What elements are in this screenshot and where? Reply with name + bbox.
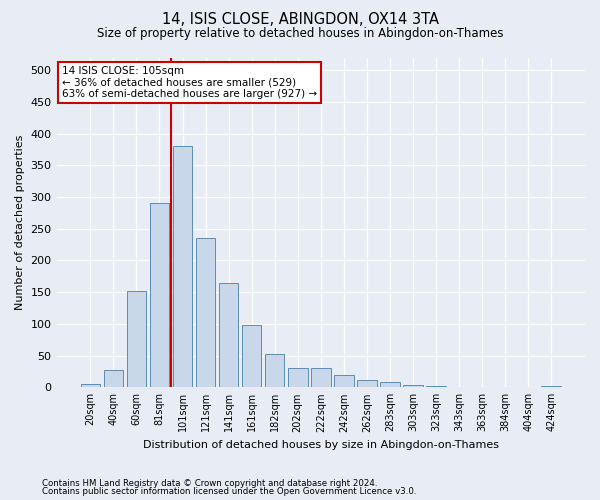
X-axis label: Distribution of detached houses by size in Abingdon-on-Thames: Distribution of detached houses by size … xyxy=(143,440,499,450)
Text: 14, ISIS CLOSE, ABINGDON, OX14 3TA: 14, ISIS CLOSE, ABINGDON, OX14 3TA xyxy=(161,12,439,28)
Bar xyxy=(426,386,446,388)
Text: Contains HM Land Registry data © Crown copyright and database right 2024.: Contains HM Land Registry data © Crown c… xyxy=(42,478,377,488)
Y-axis label: Number of detached properties: Number of detached properties xyxy=(15,134,25,310)
Bar xyxy=(380,382,400,388)
Bar xyxy=(357,380,377,388)
Bar xyxy=(288,368,308,388)
Bar xyxy=(219,282,238,388)
Bar xyxy=(80,384,100,388)
Bar xyxy=(196,238,215,388)
Bar xyxy=(265,354,284,388)
Bar xyxy=(449,386,469,388)
Bar xyxy=(334,374,353,388)
Text: Contains public sector information licensed under the Open Government Licence v3: Contains public sector information licen… xyxy=(42,488,416,496)
Bar xyxy=(541,386,561,388)
Bar xyxy=(149,204,169,388)
Bar xyxy=(104,370,123,388)
Text: 14 ISIS CLOSE: 105sqm
← 36% of detached houses are smaller (529)
63% of semi-det: 14 ISIS CLOSE: 105sqm ← 36% of detached … xyxy=(62,66,317,99)
Bar xyxy=(127,291,146,388)
Text: Size of property relative to detached houses in Abingdon-on-Thames: Size of property relative to detached ho… xyxy=(97,28,503,40)
Bar xyxy=(242,325,262,388)
Bar xyxy=(311,368,331,388)
Bar xyxy=(173,146,193,388)
Bar xyxy=(403,386,423,388)
